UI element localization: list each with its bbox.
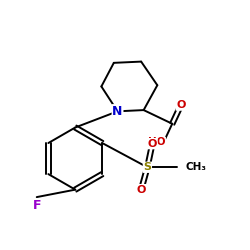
Text: O: O	[148, 139, 157, 149]
Text: F: F	[32, 199, 41, 212]
Text: S: S	[144, 162, 152, 172]
Text: HO: HO	[148, 138, 165, 147]
Text: O: O	[176, 100, 186, 110]
Text: N: N	[112, 105, 123, 118]
Text: CH₃: CH₃	[186, 162, 207, 172]
Text: O: O	[136, 185, 146, 195]
